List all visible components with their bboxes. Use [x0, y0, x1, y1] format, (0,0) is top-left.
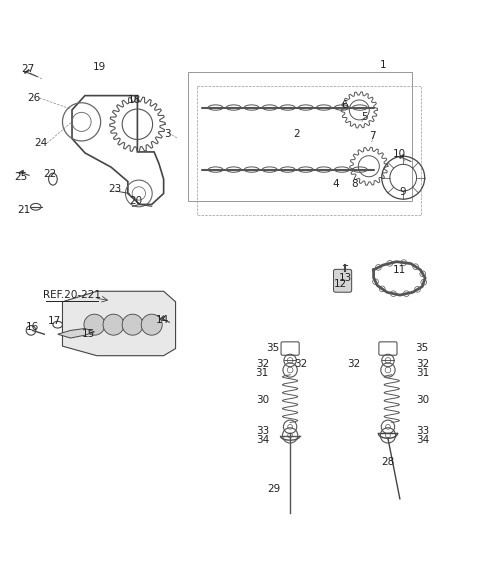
Text: 25: 25 — [14, 172, 27, 182]
Text: 35: 35 — [266, 343, 279, 352]
Text: 16: 16 — [26, 322, 39, 332]
Text: 28: 28 — [381, 457, 395, 467]
Text: 13: 13 — [338, 273, 352, 283]
Text: 15: 15 — [82, 329, 95, 339]
Text: 4: 4 — [332, 179, 339, 189]
Text: 1: 1 — [380, 60, 386, 69]
Text: 14: 14 — [156, 315, 169, 325]
Circle shape — [122, 314, 143, 335]
Text: 18: 18 — [127, 95, 141, 105]
Text: 35: 35 — [415, 343, 428, 352]
Text: 32: 32 — [294, 359, 308, 369]
Text: 2: 2 — [293, 129, 300, 139]
Text: 11: 11 — [393, 265, 407, 275]
Text: 34: 34 — [416, 435, 429, 445]
Text: 8: 8 — [351, 179, 358, 189]
Text: 31: 31 — [416, 368, 429, 378]
Text: 23: 23 — [108, 184, 121, 194]
Circle shape — [103, 314, 124, 335]
Text: 32: 32 — [416, 359, 429, 369]
Text: 6: 6 — [342, 100, 348, 110]
Polygon shape — [62, 291, 176, 356]
FancyBboxPatch shape — [334, 269, 352, 292]
Text: 20: 20 — [130, 195, 143, 206]
Polygon shape — [58, 328, 95, 338]
Text: 30: 30 — [416, 395, 429, 405]
Text: REF.20-221: REF.20-221 — [43, 290, 101, 300]
Text: 24: 24 — [34, 138, 47, 148]
Text: 32: 32 — [256, 359, 270, 369]
Text: 3: 3 — [164, 129, 171, 139]
Text: 9: 9 — [399, 187, 406, 197]
Text: 19: 19 — [93, 62, 106, 72]
Text: 30: 30 — [256, 395, 269, 405]
Text: 17: 17 — [48, 316, 61, 326]
Text: 34: 34 — [256, 435, 270, 445]
Text: 21: 21 — [18, 205, 31, 215]
Text: 26: 26 — [27, 93, 40, 103]
Text: 5: 5 — [361, 112, 367, 122]
Text: 7: 7 — [369, 131, 376, 141]
Text: 32: 32 — [347, 359, 360, 369]
Text: 29: 29 — [268, 484, 281, 494]
Circle shape — [84, 314, 105, 335]
Text: 27: 27 — [21, 64, 34, 74]
Text: 12: 12 — [334, 279, 347, 289]
Circle shape — [141, 314, 162, 335]
Text: 33: 33 — [416, 426, 429, 435]
Text: 31: 31 — [255, 368, 268, 378]
Text: 33: 33 — [256, 426, 270, 435]
Text: 22: 22 — [44, 170, 57, 179]
Text: 10: 10 — [393, 149, 407, 159]
